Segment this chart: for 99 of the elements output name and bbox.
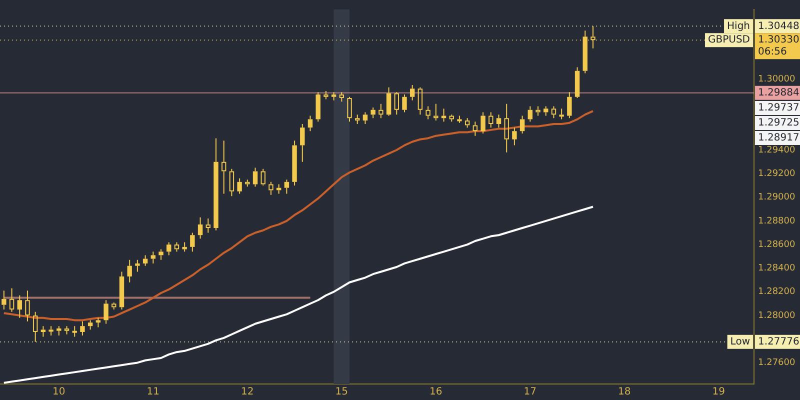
candlestick [48, 326, 54, 336]
candlestick [198, 216, 203, 240]
candlestick [158, 248, 164, 260]
ref-line-label: 1.30448 [758, 20, 800, 32]
candlestick [40, 326, 46, 338]
candlestick [331, 92, 336, 101]
candlestick [347, 96, 352, 122]
candlestick [559, 108, 564, 120]
candlestick [434, 103, 438, 121]
candlestick [567, 92, 572, 119]
x-tick-label: 12 [241, 386, 254, 398]
candlestick [339, 92, 344, 102]
text: 1.29737 [758, 102, 800, 114]
candlestick [72, 326, 77, 338]
ref-line-label: 1.29884 [758, 87, 800, 98]
candlestick [574, 66, 580, 99]
candlestick [112, 302, 116, 310]
candlestick [104, 300, 108, 324]
candlestick [418, 86, 423, 116]
candlestick [292, 140, 297, 186]
candlestick [488, 112, 494, 128]
candlestick [504, 103, 509, 153]
candlestick [260, 168, 266, 186]
ref-line-label: 1.27776 [758, 336, 800, 348]
y-tick-label: 1.29200 [758, 169, 796, 179]
candlestick [386, 86, 392, 116]
x-tick-label: 16 [430, 386, 442, 398]
candlestick [142, 254, 148, 266]
candlestick [324, 90, 328, 100]
x-tick-label: 18 [618, 386, 631, 398]
candlestick [245, 179, 250, 188]
text: 1.28917 [758, 132, 800, 144]
y-tick-label: 1.28400 [758, 264, 796, 274]
candlestick [551, 106, 556, 119]
x-tick-label: 15 [335, 386, 348, 398]
candlestick [536, 106, 540, 116]
candlestick [394, 92, 399, 116]
candlestick [190, 232, 195, 252]
x-tick-label: 17 [524, 386, 537, 398]
candlestick [25, 290, 30, 322]
ref-line-label: 1.30330 06:56 [758, 34, 800, 58]
candlestick [449, 114, 454, 122]
candlestick [355, 114, 360, 125]
candlestick [472, 121, 478, 136]
x-tick-label: 11 [146, 386, 160, 398]
candlestick [370, 106, 376, 119]
candlestick [252, 167, 258, 188]
candlestick [88, 320, 93, 330]
candlestick [362, 112, 368, 125]
y-tick-label: 1.30000 [758, 74, 796, 84]
candlestick [496, 114, 502, 128]
candlestick [80, 320, 85, 336]
candlestick [402, 94, 407, 113]
candlestick [150, 251, 156, 264]
annotation: High [727, 20, 750, 32]
candlestick [56, 326, 62, 336]
candlestick [512, 127, 517, 146]
candlestick [229, 168, 234, 197]
candlestick [308, 115, 313, 132]
x-tick-label: 19 [712, 386, 726, 398]
annotation: GBPUSD [708, 34, 750, 46]
candlestick [214, 138, 218, 231]
y-tick-label: 1.28000 [758, 310, 796, 321]
candlestick [174, 242, 180, 252]
candlestick [96, 317, 101, 328]
y-tick-label: 1.28600 [758, 240, 796, 250]
text: 1.29725 [758, 118, 800, 129]
candlestick [528, 106, 533, 122]
candlestick [32, 311, 38, 342]
candlestick [544, 106, 548, 116]
candlestick [520, 115, 525, 134]
candlestick [237, 178, 242, 194]
y-tick-label: 1.29000 [758, 192, 796, 203]
candlestick [166, 242, 172, 256]
candlestick [182, 242, 187, 252]
candlestick [206, 218, 210, 234]
candlestick [410, 84, 415, 101]
annotation: Low [730, 336, 750, 348]
candlestick [119, 271, 124, 310]
y-tick-label: 1.27600 [758, 358, 796, 368]
candlestick [135, 259, 140, 272]
y-tick-label: 1.29400 [758, 145, 796, 156]
candlestick [268, 181, 274, 196]
candlestick [464, 118, 470, 128]
candlestick [221, 140, 226, 194]
candlestick [378, 103, 384, 119]
candlestick [426, 106, 430, 120]
y-tick-label: 1.28200 [758, 287, 796, 298]
candlestick [316, 92, 320, 122]
candlestick [284, 179, 290, 194]
y-tick-label: 1.28800 [758, 216, 796, 226]
candlestick [2, 290, 6, 310]
candlestick [480, 112, 486, 134]
candlestick [300, 124, 305, 162]
candlestick [17, 294, 22, 318]
candlestick [127, 259, 132, 283]
x-tick-label: 10 [52, 386, 66, 398]
candlestick [64, 326, 70, 335]
candlestick [9, 288, 14, 312]
